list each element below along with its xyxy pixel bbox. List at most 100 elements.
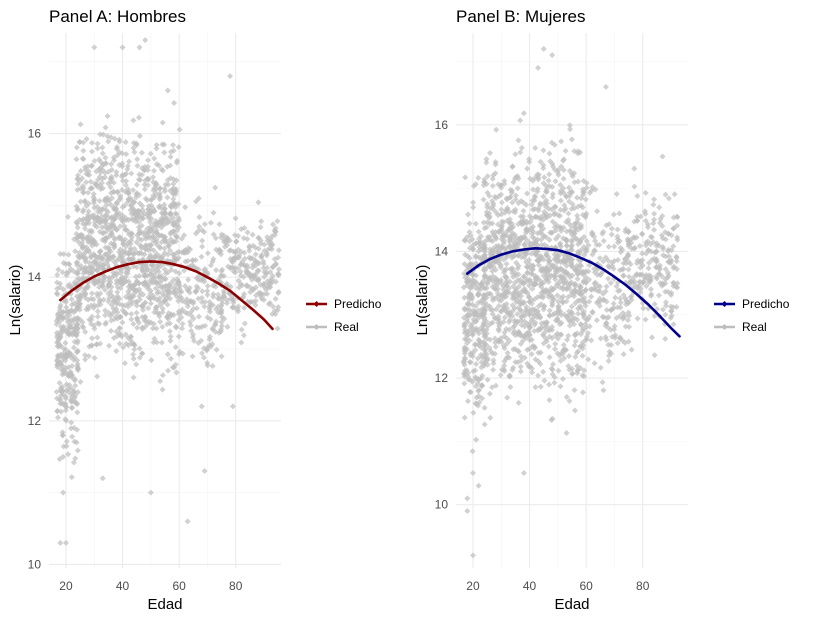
real-point [546,307,553,314]
real-point [541,377,548,384]
real-point [167,210,174,217]
real-point [477,233,484,240]
real-point [612,294,619,301]
real-point [522,236,529,243]
real-point [602,83,609,90]
real-point [565,210,572,217]
real-point [74,365,81,372]
real-point [113,269,120,276]
real-point [472,303,479,310]
real-point [77,121,84,128]
real-point [543,338,550,345]
real-point [165,367,172,374]
real-point [175,201,182,208]
real-point [469,236,476,243]
real-point [172,344,179,351]
real-point [579,389,586,396]
real-point [651,301,658,308]
real-point [546,381,553,388]
real-point [272,295,279,302]
panel-title: Panel B: Mujeres [456,7,585,26]
real-point [123,151,130,158]
real-point [603,307,610,314]
real-point [551,379,558,386]
real-point [240,274,247,281]
real-point [60,453,67,460]
real-point [483,326,490,333]
real-point [116,295,123,302]
real-point [172,238,179,245]
real-point [90,296,97,303]
real-point [470,199,477,206]
real-point [172,186,179,193]
real-point [566,398,573,405]
real-point [583,179,590,186]
real-point [537,349,544,356]
real-point [122,139,129,146]
real-point [91,355,98,362]
real-point [611,323,618,330]
real-point [610,304,617,311]
real-point [508,220,515,227]
real-point [546,354,553,361]
real-point [574,194,581,201]
real-point [175,144,182,151]
real-point [209,362,216,369]
real-point [74,321,81,328]
real-point [204,359,211,366]
real-point [512,206,519,213]
real-point [659,153,666,160]
real-point [170,142,177,149]
real-point [172,204,179,211]
real-point [241,255,248,262]
real-point [113,169,120,176]
real-point [74,426,81,433]
real-point [102,312,109,319]
real-point [116,325,123,332]
real-point [167,337,174,344]
real-point [607,326,614,333]
real-point [101,236,108,243]
real-point [60,350,67,357]
real-point [492,161,499,168]
real-point [461,350,468,357]
real-point [581,367,588,374]
real-point [620,351,627,358]
real-point [195,285,202,292]
real-point [114,189,121,196]
real-point [252,302,259,309]
real-point [153,339,160,346]
real-point [244,236,251,243]
real-point [642,316,649,323]
real-point [269,272,276,279]
real-point [571,407,578,414]
real-point [520,213,527,220]
real-point [186,289,193,296]
real-point [90,200,97,207]
real-point [549,52,556,59]
real-point [569,371,576,378]
real-point [551,141,558,148]
real-point [562,147,569,154]
real-point [134,156,141,163]
real-point [517,149,524,156]
real-point [574,275,581,282]
real-point [526,324,533,331]
real-point [563,394,570,401]
real-point [469,353,476,360]
real-point [130,355,137,362]
real-point [506,337,513,344]
real-point [99,185,106,192]
real-point [540,256,547,263]
real-point [144,197,151,204]
real-point [170,180,177,187]
real-point [515,271,522,278]
real-point [524,190,531,197]
real-point [235,303,242,310]
real-point [545,254,552,261]
real-point [103,160,110,167]
real-point [117,192,124,199]
real-point [610,300,617,307]
real-point [486,390,493,397]
real-point [55,414,62,421]
